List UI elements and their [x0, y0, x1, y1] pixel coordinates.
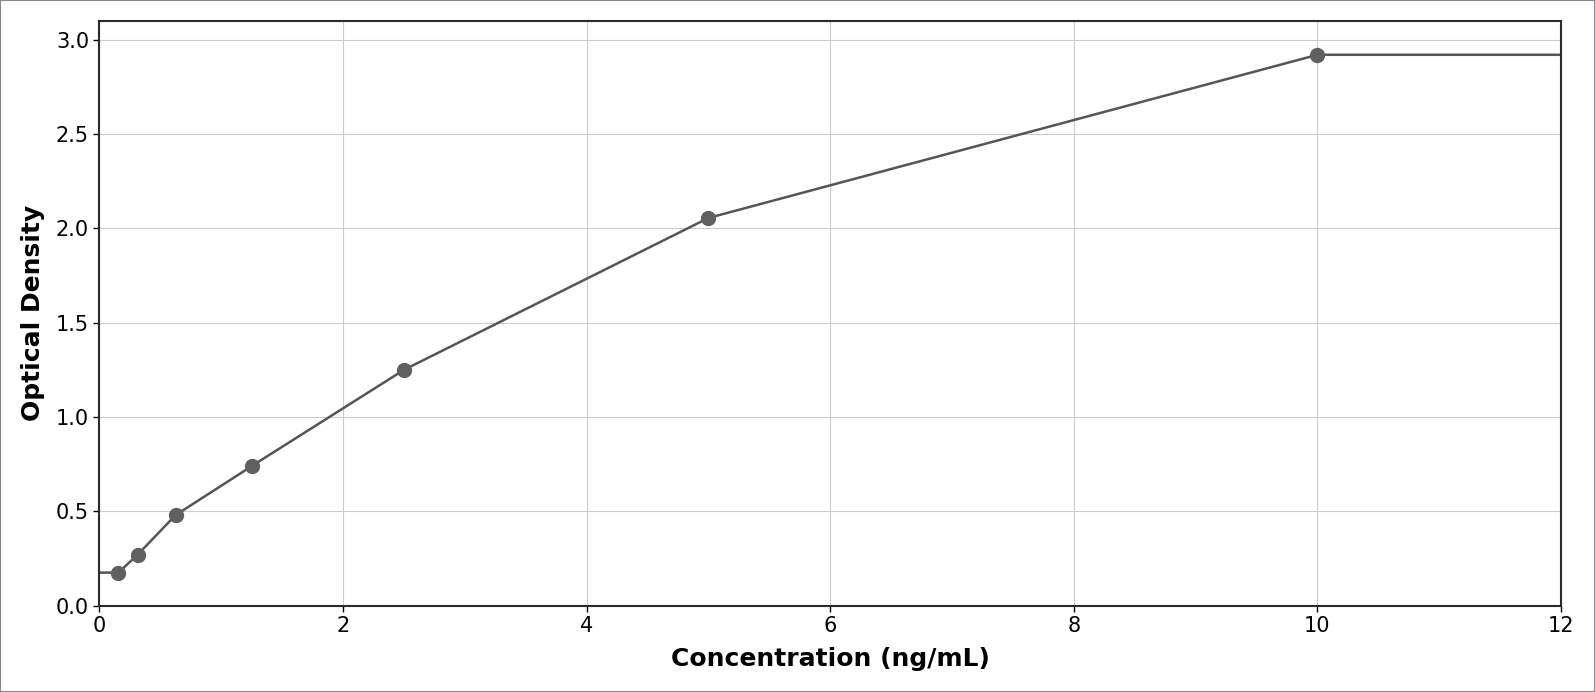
Point [391, 364, 416, 375]
Point [124, 549, 150, 561]
Point [695, 212, 721, 224]
Point [163, 509, 188, 520]
Point [239, 460, 265, 471]
X-axis label: Concentration (ng/mL): Concentration (ng/mL) [671, 647, 989, 671]
Point [1305, 49, 1330, 60]
Y-axis label: Optical Density: Optical Density [21, 205, 45, 421]
Point [105, 567, 131, 578]
